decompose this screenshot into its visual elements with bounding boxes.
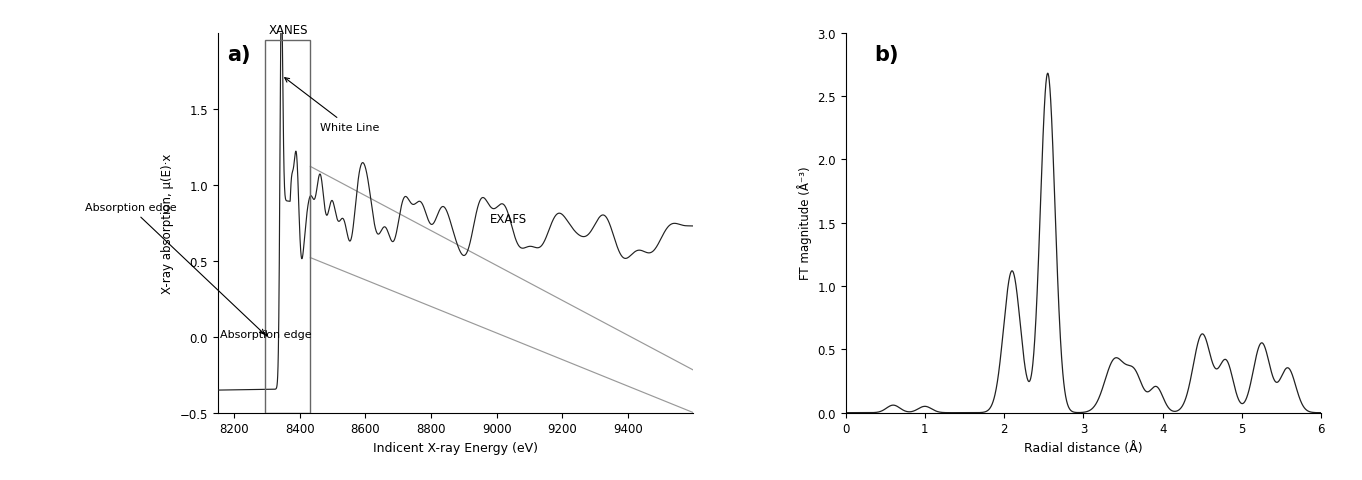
X-axis label: Indicent X-ray Energy (eV): Indicent X-ray Energy (eV) <box>373 441 538 454</box>
X-axis label: Radial distance (Å): Radial distance (Å) <box>1024 441 1143 454</box>
Text: a): a) <box>227 45 251 65</box>
Y-axis label: FT magnitude (Å⁻³): FT magnitude (Å⁻³) <box>797 167 812 280</box>
Bar <box>266 41 311 413</box>
Text: XANES: XANES <box>268 24 308 36</box>
Text: b): b) <box>874 45 899 65</box>
Text: EXAFS: EXAFS <box>490 212 527 225</box>
Text: Absorption edge: Absorption edge <box>84 203 264 334</box>
Y-axis label: X-ray absorption, μ(E)·x: X-ray absorption, μ(E)·x <box>161 153 174 293</box>
Text: Absorption edge: Absorption edge <box>219 329 311 339</box>
Text: White Line: White Line <box>285 79 379 132</box>
